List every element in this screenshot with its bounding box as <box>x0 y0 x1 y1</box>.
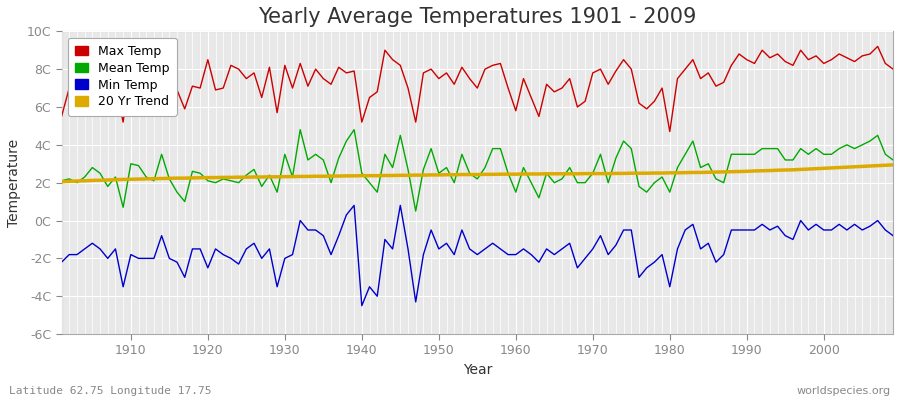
Y-axis label: Temperature: Temperature <box>7 139 21 227</box>
Title: Yearly Average Temperatures 1901 - 2009: Yearly Average Temperatures 1901 - 2009 <box>258 7 697 27</box>
Legend: Max Temp, Mean Temp, Min Temp, 20 Yr Trend: Max Temp, Mean Temp, Min Temp, 20 Yr Tre… <box>68 38 176 116</box>
X-axis label: Year: Year <box>463 363 492 377</box>
Text: worldspecies.org: worldspecies.org <box>796 386 891 396</box>
Text: Latitude 62.75 Longitude 17.75: Latitude 62.75 Longitude 17.75 <box>9 386 211 396</box>
